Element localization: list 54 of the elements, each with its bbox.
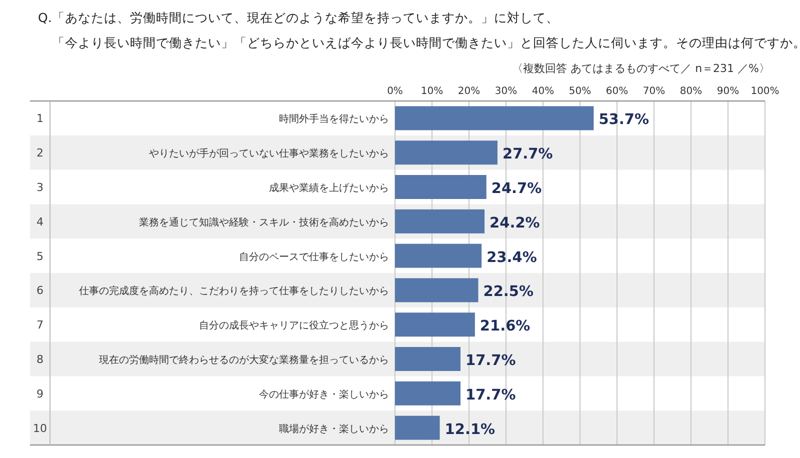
x-tick-label: 100%	[750, 86, 780, 97]
data-label: 12.1%	[444, 422, 496, 438]
data-label: 24.7%	[491, 181, 542, 197]
bar	[395, 175, 486, 199]
data-label: 17.7%	[465, 353, 516, 369]
data-label: 24.2%	[490, 215, 540, 232]
x-tick-label: 70%	[642, 86, 666, 97]
y-tick-label: 自分のペースで仕事をしたいから	[239, 250, 389, 263]
text: 4	[36, 215, 44, 228]
x-tick-label: 40%	[532, 86, 554, 97]
x-tick-label: 30%	[494, 86, 518, 97]
chart-subtitle: 「今より長い時間で働きたい」「どちらかといえば今より長い時間で働きたい」と回答した人に伺います。その理由は何ですか。	[52, 35, 800, 50]
y-tick-label: 成果や業績を上げたいから	[269, 182, 389, 194]
data-label: 53.7%	[598, 112, 650, 128]
text: 8	[36, 353, 44, 366]
bar	[395, 140, 498, 165]
x-tick-label: 10%	[420, 86, 444, 97]
data-label: 27.7%	[502, 146, 554, 163]
x-tick-label: 60%	[606, 86, 628, 97]
chart-title: Q.「あなたは、労働時間について、現在どのような希望を持っていますか。」に対して、	[38, 10, 559, 25]
y-tick-label: 時間外手当を得たいから	[279, 113, 389, 126]
x-tick-label: 0%	[387, 86, 403, 97]
bar	[395, 347, 460, 371]
data-label: 23.4%	[486, 250, 538, 266]
text: 6	[36, 284, 44, 298]
text: 2	[36, 146, 44, 160]
bar	[395, 278, 478, 302]
data-label: 21.6%	[480, 318, 531, 335]
x-tick-label: 50%	[568, 86, 592, 97]
bar	[395, 416, 440, 440]
y-tick-label: 仕事の完成度を高めたり、こだわりを持って仕事をしたりしたいから	[79, 285, 389, 298]
text: 9	[36, 387, 44, 400]
y-tick-label: 自分の成長やキャリアに役立つと思うから	[199, 320, 389, 332]
y-tick-label: 職場が好き・楽しいから	[279, 422, 389, 435]
bar	[395, 381, 460, 406]
text: 3	[36, 181, 44, 194]
text: 5	[36, 250, 44, 263]
bar	[395, 312, 475, 337]
x-tick-label: 90%	[716, 86, 740, 97]
text: 10	[33, 422, 47, 435]
data-label: 22.5%	[483, 284, 534, 300]
y-tick-label: 業務を通じて知識や経験・スキル・技術を高めたいから	[139, 216, 389, 228]
bar	[395, 106, 594, 130]
bar	[395, 244, 482, 268]
y-tick-label: 現在の労働時間で終わらせるのが大変な業務量を担っているから	[99, 354, 389, 366]
text: 7	[36, 318, 44, 332]
x-tick-label: 80%	[680, 86, 702, 97]
x-tick-label: 20%	[458, 86, 480, 97]
bar	[395, 209, 485, 234]
text: 1	[36, 112, 44, 126]
data-label: 17.7%	[465, 387, 516, 404]
text: 〈複数回答 あてはまるものすべて／ n＝231 ／%〉	[512, 62, 770, 75]
y-tick-label: やりたいが手が回っていない仕事や業務をしたいから	[149, 148, 389, 160]
y-tick-label: 今の仕事が好き・楽しいから	[259, 388, 389, 400]
